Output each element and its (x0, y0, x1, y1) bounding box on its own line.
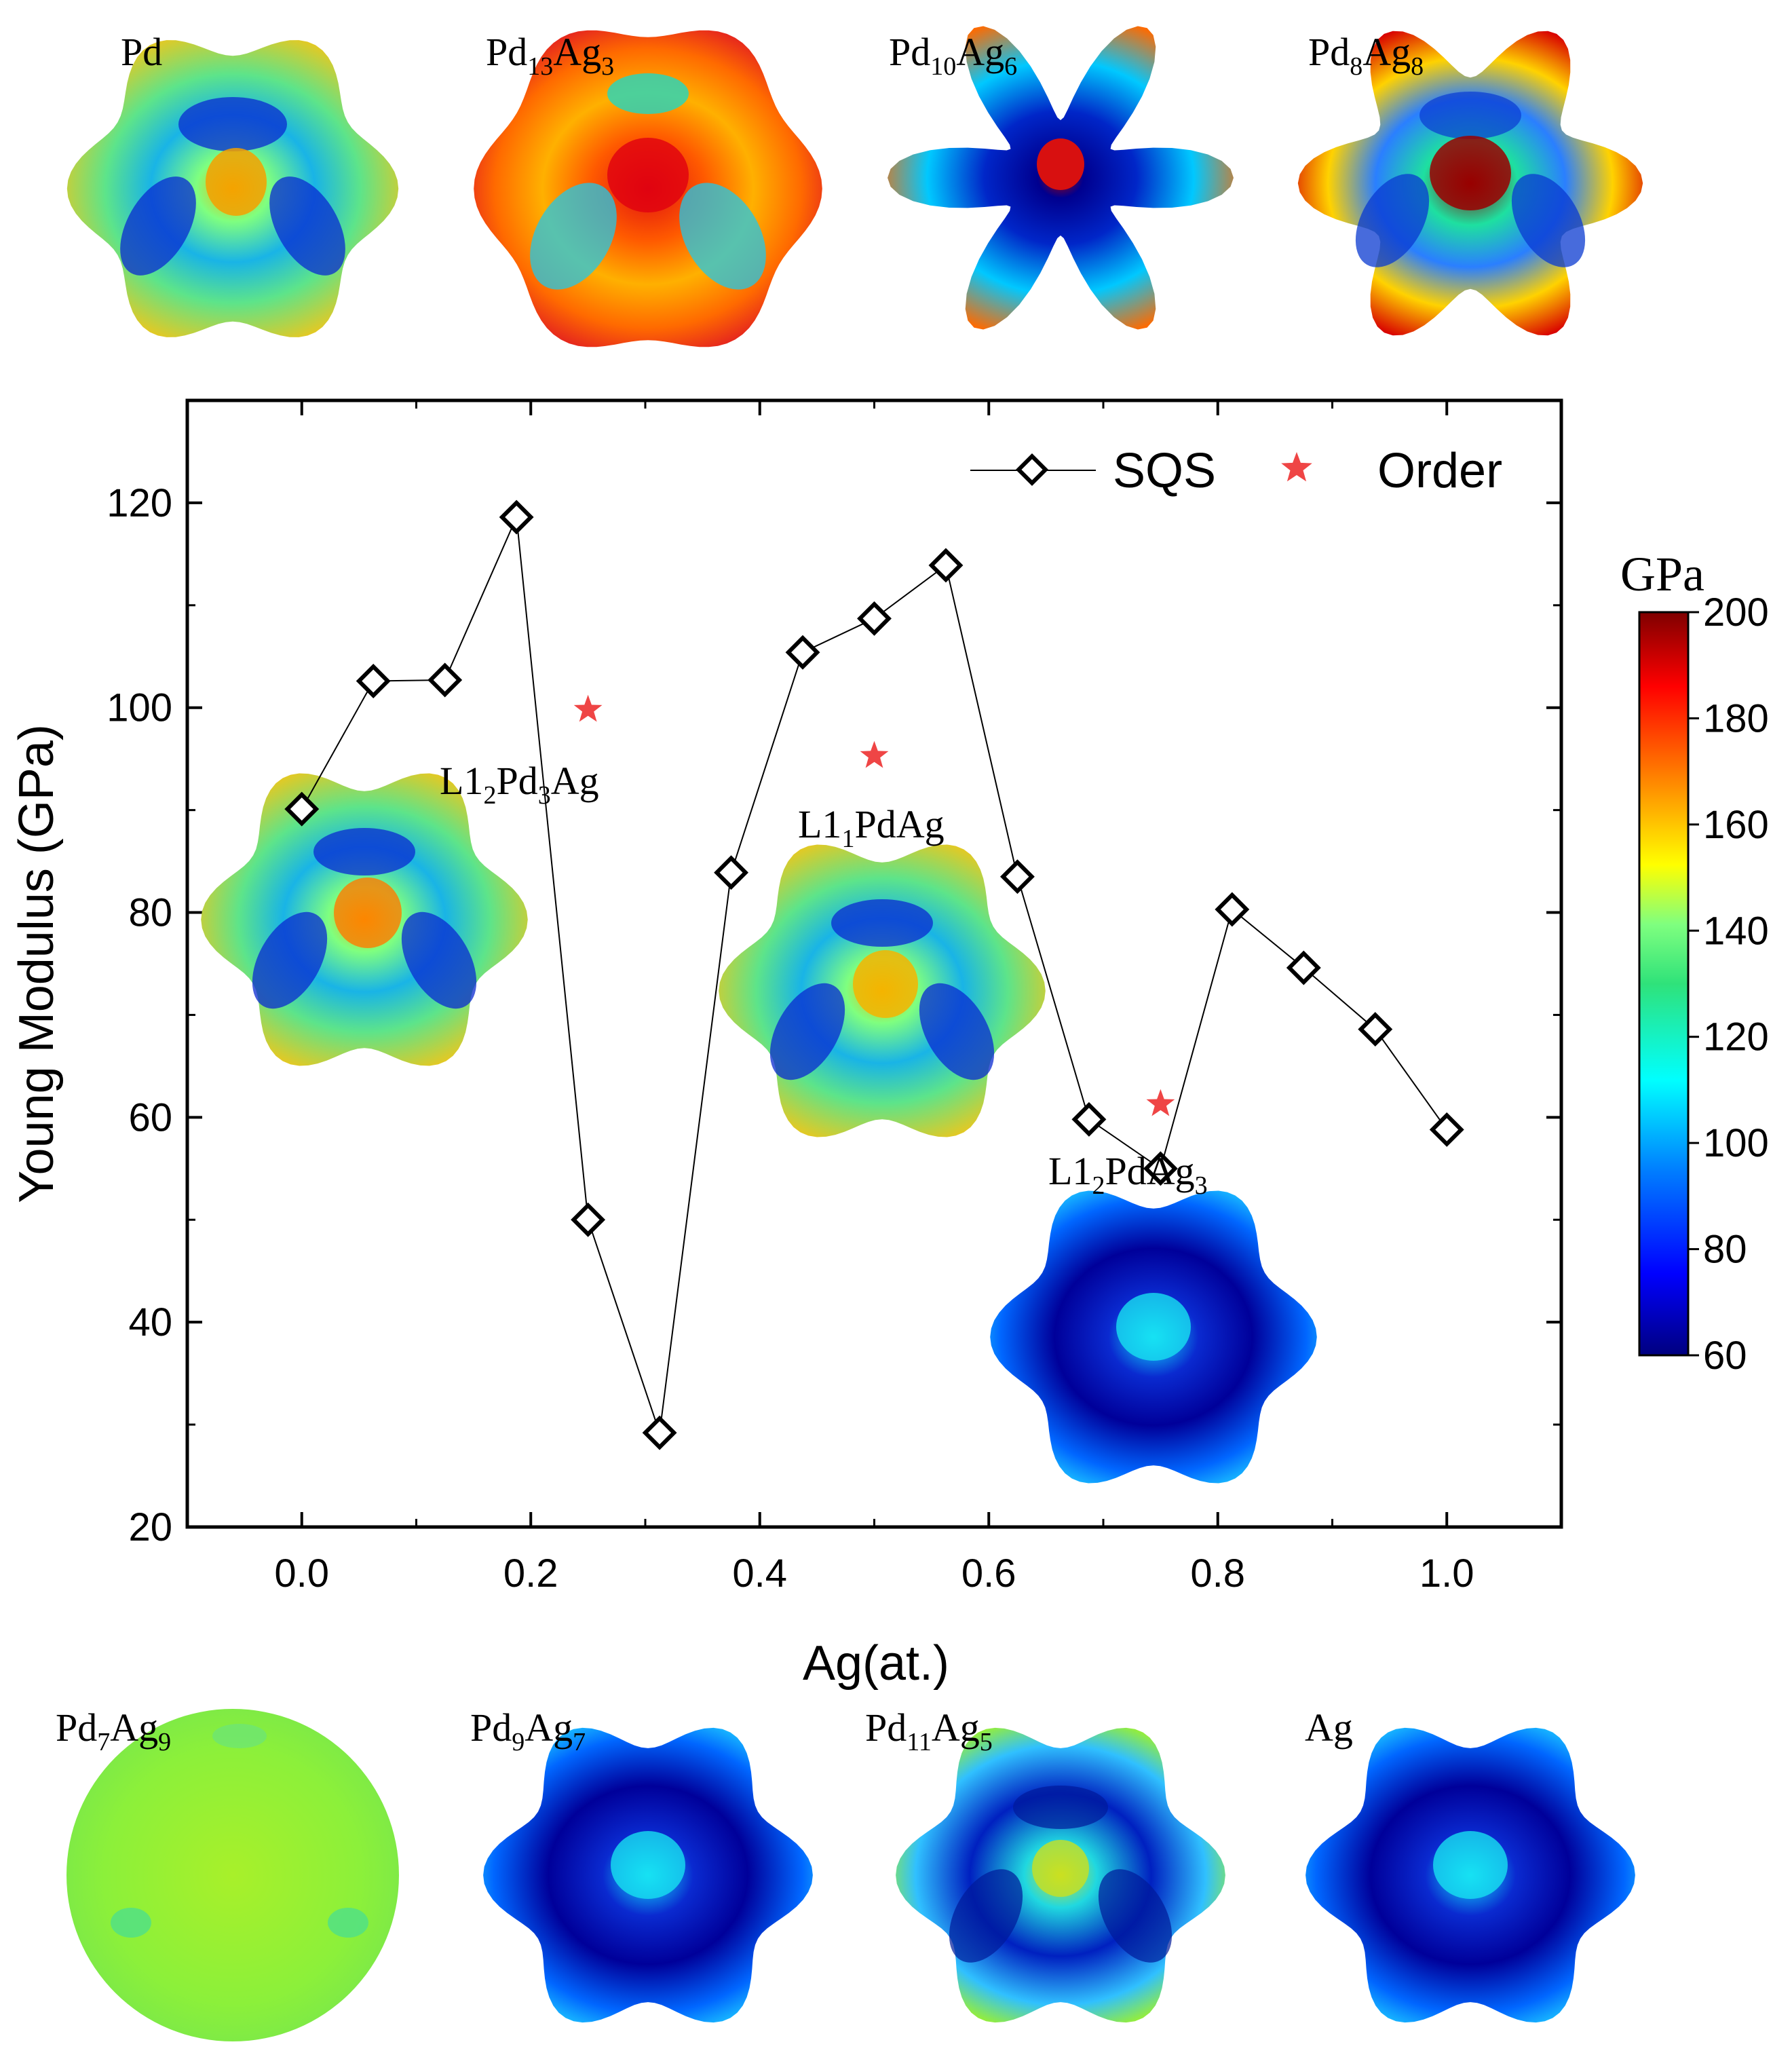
colorbar-tick-label: 180 (1703, 696, 1769, 740)
sqs-point (857, 601, 892, 636)
colorbar-tick-label: 160 (1703, 803, 1769, 847)
x-tick-label: 0.0 (274, 1551, 329, 1596)
colorbar-label: GPa (1620, 547, 1704, 601)
sqs-point (999, 859, 1035, 894)
legend-sqs-label: SQS (1113, 444, 1216, 498)
x-tick-label: 1.0 (1419, 1551, 1474, 1596)
colorbar-tick-label: 200 (1703, 590, 1769, 635)
surface-label-top-3: Pd10Ag6 (889, 30, 1017, 81)
surfaces-bottom-row: Pd7Ag9 Pd9Ag7 Pd11Ag5 Ag (56, 1705, 1635, 2041)
colorbar-gradient (1638, 611, 1690, 1357)
sqs-point (714, 855, 749, 890)
legend-order-marker (1281, 452, 1312, 482)
colorbar-tick-label: 120 (1703, 1015, 1769, 1059)
y-tick-label: 60 (128, 1095, 172, 1139)
sqs-point (356, 664, 391, 698)
x-axis-title: Ag(at.) (803, 1636, 949, 1691)
surface-pd9ag7 (483, 1727, 813, 2023)
x-tick-label: 0.2 (503, 1551, 558, 1596)
x-axis: 0.0 0.2 0.4 0.6 0.8 1.0 (186, 400, 1563, 1596)
surface-label-top-2: Pd13Ag3 (486, 30, 614, 81)
x-tick-label: 0.6 (961, 1551, 1016, 1596)
surface-pd7ag9 (66, 1709, 399, 2041)
surface-label-bottom-3: Pd11Ag5 (865, 1705, 993, 1756)
y-tick-label: 40 (128, 1300, 172, 1344)
surface-label-top-1: Pd (121, 30, 162, 74)
sqs-point (642, 1415, 677, 1450)
surface-label-top-4: Pd8Ag8 (1308, 30, 1424, 81)
order-point (1146, 1089, 1175, 1116)
sqs-point (499, 499, 534, 535)
legend-order-label: Order (1377, 444, 1502, 498)
young-modulus-plot: 0.0 0.2 0.4 0.6 0.8 1.0 20 40 60 80 100 120 L12Pd3… (9, 398, 1563, 1691)
inset-surface-l12pdag3 (990, 1190, 1317, 1484)
sqs-point (1429, 1112, 1464, 1147)
surface-pd11ag5 (896, 1727, 1225, 2023)
y-axis: 20 40 60 80 100 120 (107, 399, 1561, 1549)
surface-pd10ag6 (888, 26, 1234, 330)
series-order (573, 694, 1175, 1116)
colorbar-ticks: 200 180 160 140 120 100 80 60 (1688, 590, 1769, 1378)
x-tick-label: 0.8 (1190, 1551, 1245, 1596)
inset-surface-l12pd3ag (201, 773, 528, 1066)
order-point (860, 740, 889, 768)
surface-ag (1305, 1727, 1635, 2023)
sqs-point (785, 635, 820, 670)
sqs-point (928, 548, 964, 583)
sqs-point (427, 662, 463, 698)
y-axis-title: Young Modulus (GPa) (9, 724, 64, 1203)
sqs-point (1358, 1012, 1393, 1047)
surface-pd8ag8 (1297, 31, 1643, 336)
sqs-point (1286, 950, 1321, 985)
y-tick-label: 120 (107, 481, 172, 525)
surface-label-bottom-2: Pd9Ag7 (470, 1705, 586, 1756)
series-sqs (284, 499, 1464, 1450)
order-point (573, 694, 603, 722)
colorbar-tick-label: 60 (1703, 1334, 1747, 1378)
sqs-point (1143, 1151, 1178, 1186)
surface-label-bottom-4: Ag (1305, 1705, 1353, 1750)
inset-surface-l11pdag (719, 844, 1046, 1137)
sqs-point (284, 791, 320, 827)
sqs-point (1215, 892, 1250, 927)
y-tick-label: 100 (107, 686, 172, 730)
annotation-l12pdag3: L12PdAg3 (1048, 1149, 1208, 1200)
surfaces-top-row: Pd Pd13Ag3 Pd10Ag6 Pd8Ag8 (66, 26, 1643, 347)
sqs-point (1071, 1101, 1107, 1137)
legend: SQS Order (970, 444, 1502, 498)
colorbar-tick-label: 100 (1703, 1121, 1769, 1165)
annotation-l12pd3ag: L12Pd3Ag (440, 759, 599, 810)
y-tick-label: 80 (128, 891, 172, 935)
annotation-l11pdag: L11PdAg (798, 802, 945, 853)
surface-pd (66, 40, 399, 337)
legend-sqs-marker (1015, 453, 1049, 487)
x-tick-label: 0.4 (732, 1551, 787, 1596)
y-tick-label: 20 (128, 1505, 172, 1549)
colorbar-tick-label: 80 (1703, 1228, 1747, 1272)
colorbar-tick-label: 140 (1703, 909, 1769, 953)
sqs-point (571, 1202, 606, 1237)
colorbar: GPa 200 180 160 140 120 100 80 60 (1620, 547, 1769, 1378)
surface-pd13ag3 (474, 30, 822, 347)
surface-label-bottom-1: Pd7Ag9 (56, 1705, 171, 1756)
